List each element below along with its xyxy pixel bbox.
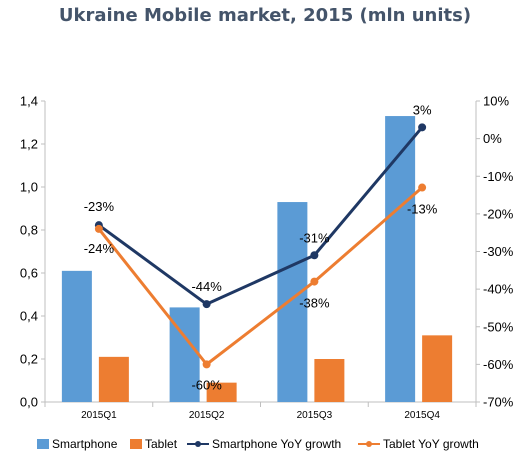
point-smartphone-yoy [310,251,319,260]
right-tick-label: -20% [483,206,514,221]
legend-item-smartphone: Smartphone [37,437,117,451]
lines [94,123,427,369]
data-label-tablet-yoy: -24% [84,241,115,256]
legend-swatch-tablet-yoy [358,439,380,449]
left-tick-label: 0,2 [20,352,38,367]
bar-smartphone [61,270,92,402]
chart-title: Ukraine Mobile market, 2015 (mln units) [58,5,472,26]
legend: Smartphone Tablet Smartphone YoY growth … [0,437,530,457]
left-tick-label: 0,6 [20,266,38,281]
category-label: 2015Q1 [81,410,117,421]
bar-tablet [422,335,453,402]
right-tick-label: 10% [483,94,509,109]
legend-label-tablet-yoy: Tablet YoY growth [383,437,479,451]
point-tablet-yoy [94,224,103,233]
legend-item-tablet-yoy: Tablet YoY growth [358,437,479,451]
bar-tablet [206,382,237,402]
legend-label-smartphone-yoy: Smartphone YoY growth [212,437,342,451]
bar-tablet [98,356,129,402]
left-tick-label: 1,0 [20,180,38,195]
left-tick-label: 1,2 [20,137,38,152]
series-line-smartphone-yoy [97,126,424,306]
right-tick-label: -50% [483,319,514,334]
data-label-tablet-yoy: -13% [407,202,438,217]
point-tablet-yoy [310,277,319,286]
legend-label-smartphone: Smartphone [52,437,118,451]
left-tick-label: 0,0 [20,395,38,410]
bar-tablet [314,359,345,402]
axes: 0,0 0,2 0,4 0,6 0,8 1,0 1,2 1,4 -70% -60% -50% -40%… [20,94,514,422]
series-line-tablet-yoy [97,186,424,366]
data-label-tablet-yoy: -60% [191,377,222,392]
legend-swatch-tablet [130,439,142,449]
point-smartphone-yoy [202,300,211,309]
right-tick-label: -10% [483,169,514,184]
legend-item-smartphone-yoy: Smartphone YoY growth [187,437,341,451]
right-tick-label: -30% [483,244,514,259]
left-tick-label: 0,8 [20,223,38,238]
legend-swatch-smartphone-yoy [187,439,209,449]
right-tick-label: 0% [483,131,502,146]
category-label: 2015Q3 [297,410,333,421]
data-label-smartphone-yoy: -23% [84,199,115,214]
data-label-tablet-yoy: -38% [299,296,330,311]
point-smartphone-yoy [418,123,427,132]
legend-item-tablet: Tablet [130,437,177,451]
legend-swatch-smartphone [37,439,49,449]
right-tick-label: -40% [483,282,514,297]
bar-smartphone [277,202,308,402]
category-label: 2015Q2 [189,410,225,421]
right-tick-label: -70% [483,395,514,410]
data-label-smartphone-yoy: -44% [191,279,222,294]
category-label: 2015Q4 [404,410,440,421]
point-tablet-yoy [418,183,427,192]
left-tick-label: 0,4 [20,309,38,324]
bar-smartphone [385,116,416,403]
left-tick-label: 1,4 [20,94,38,109]
point-tablet-yoy [202,360,211,369]
data-label-smartphone-yoy: -31% [299,230,330,245]
data-label-smartphone-yoy: 3% [413,102,432,117]
right-tick-label: -60% [483,357,514,372]
legend-label-tablet: Tablet [145,437,178,451]
data-labels: -23% -44% -31% 3% -24% -60% -38% -13% [84,102,438,392]
